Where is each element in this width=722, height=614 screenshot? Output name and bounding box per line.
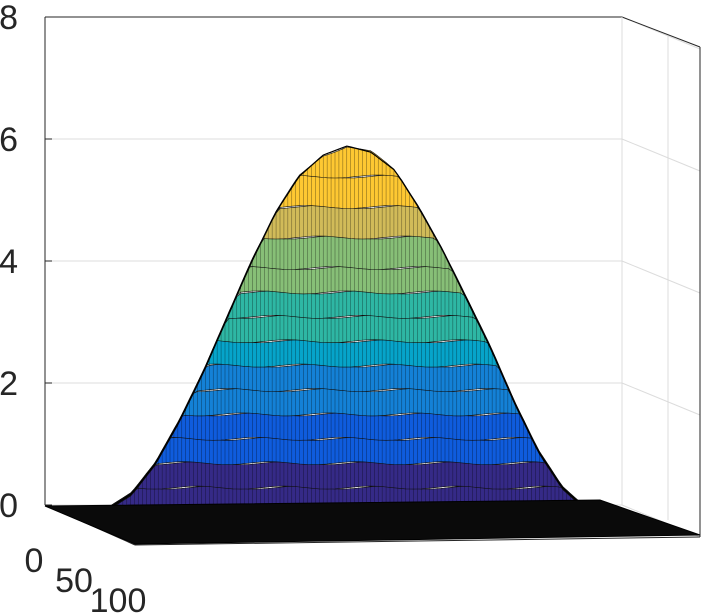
z-gridline-side: [621, 260, 701, 294]
z-tick-label: 4: [0, 243, 18, 281]
z-tick-label: 0: [0, 487, 18, 525]
floor-plane: [44, 499, 701, 545]
y-tick-label: 0: [25, 542, 44, 580]
surface-ridge-outline: [60, 145, 611, 513]
x-axis-line: [134, 536, 701, 546]
y-tick-label: 50: [55, 562, 93, 600]
z-tick-label: 6: [0, 121, 18, 159]
z-axis-tick-labels: 0 2 4 6 8: [0, 0, 18, 525]
z-gridline-side: [621, 138, 701, 172]
z-tick-label: 2: [0, 365, 18, 403]
floor-surface: [44, 499, 701, 545]
z-tick-label: 8: [0, 0, 18, 37]
surface-mesh: [60, 145, 611, 514]
box-top-right: [621, 16, 701, 48]
y-tick-label: 100: [90, 582, 147, 614]
z-gridline-side: [621, 382, 701, 416]
